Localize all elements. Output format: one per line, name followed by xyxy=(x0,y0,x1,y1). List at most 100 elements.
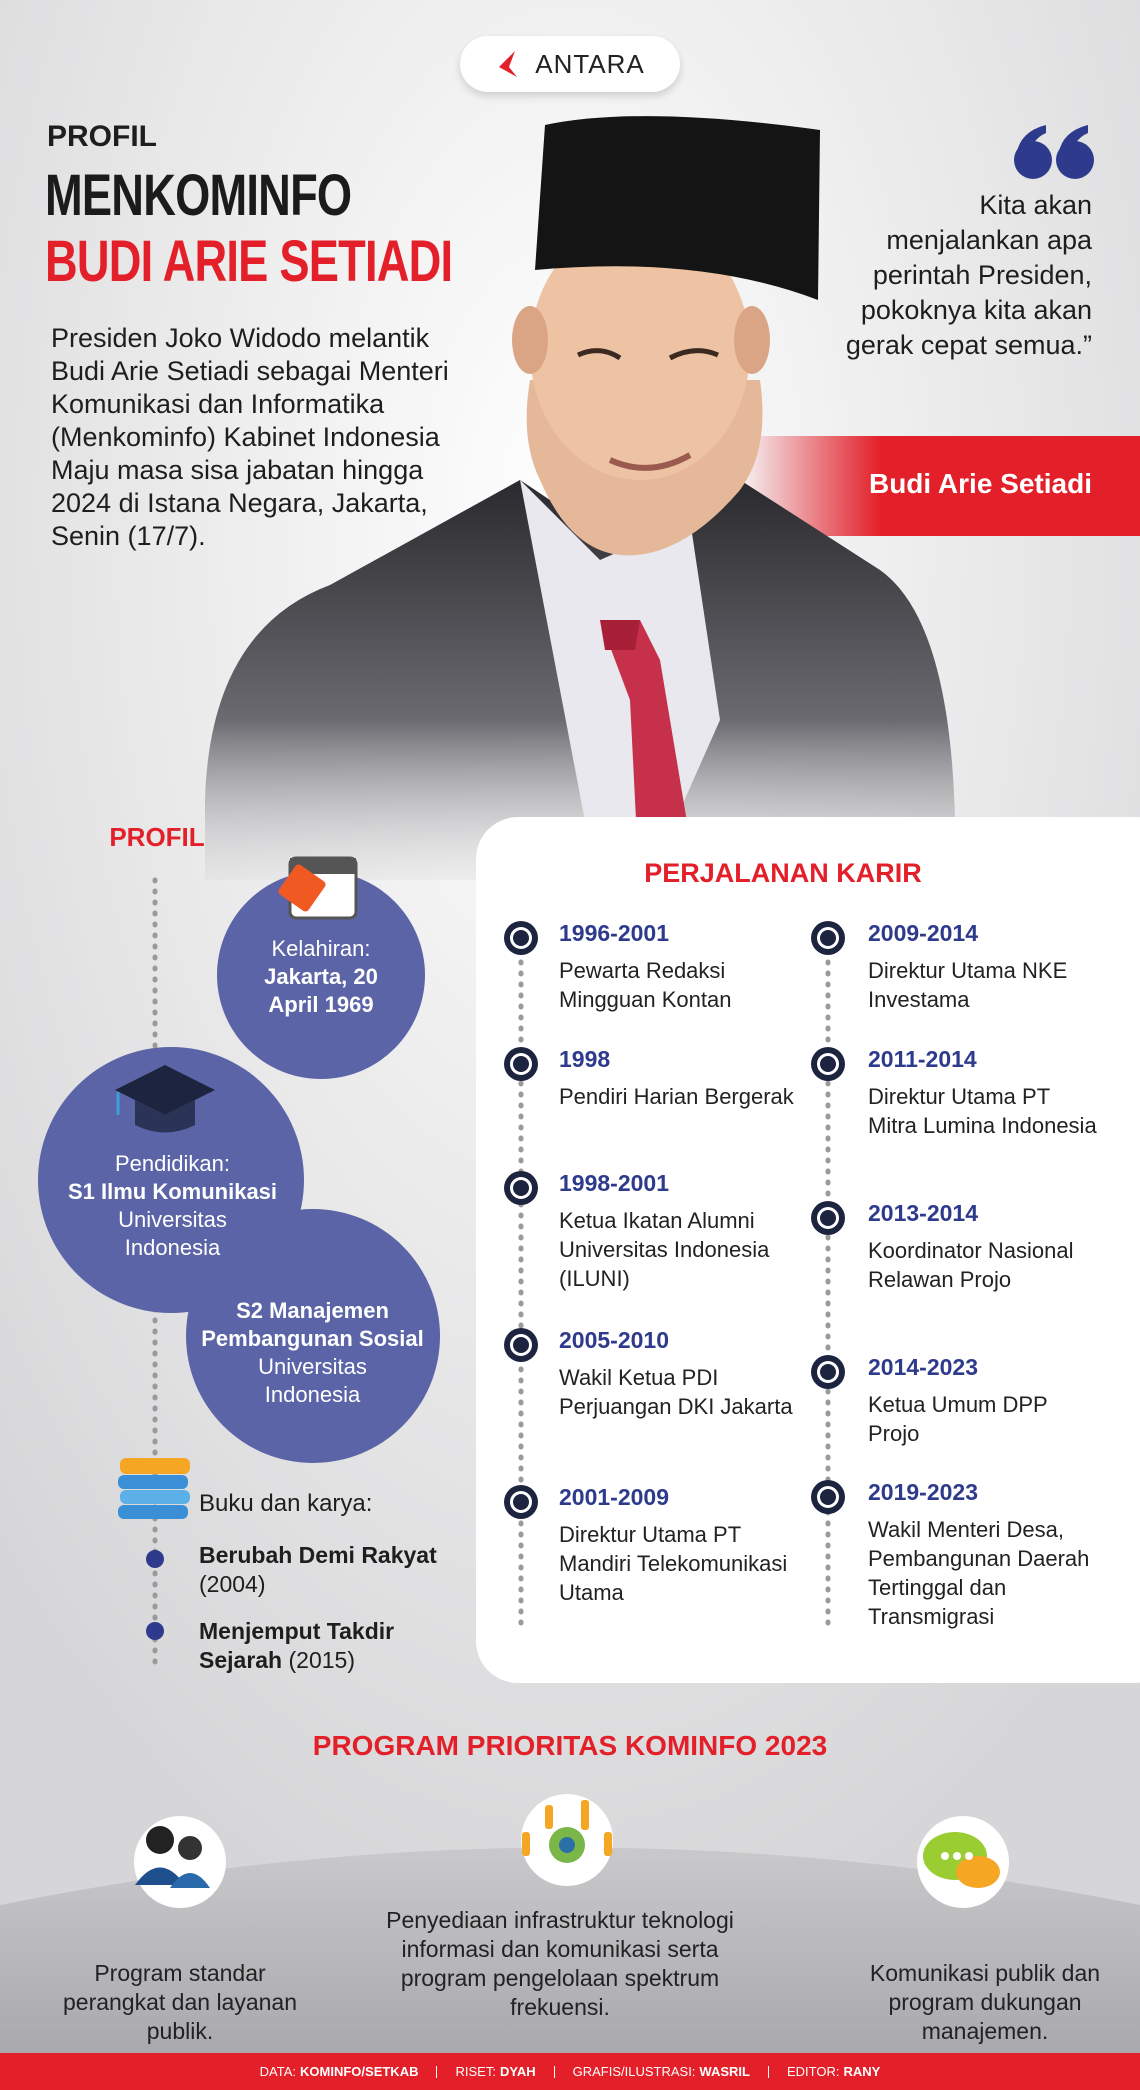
career-years: 2009-2014 xyxy=(868,920,978,946)
separator xyxy=(553,2065,555,2078)
credit-value: RANY xyxy=(843,2064,881,2079)
credit-label: DATA: xyxy=(259,2064,297,2079)
career-dots xyxy=(504,921,845,1519)
career-item: 2009-2014 Direktur Utama NKE Investama xyxy=(868,918,1103,1014)
career-role: Pewarta Redaksi Mingguan Kontan xyxy=(559,958,732,1012)
education: Pendidikan: S1 Ilmu Komunikasi Universit… xyxy=(50,1150,295,1262)
book: Berubah Demi Rakyat (2004) xyxy=(199,1541,439,1599)
birth-circle xyxy=(217,871,425,1079)
footer-credits: DATA: KOMINFO/SETKAB RISET: DYAH GRAFIS/IL… xyxy=(0,2053,1140,2090)
career-years: 2014-2023 xyxy=(868,1354,978,1380)
separator xyxy=(767,2065,769,2078)
bullet xyxy=(146,1622,164,1640)
education-school: Universitas Indonesia xyxy=(258,1354,367,1407)
education-degree: S1 Ilmu Komunikasi xyxy=(67,1179,278,1204)
career-dot xyxy=(811,921,845,955)
career-dot xyxy=(504,921,538,955)
career-dot xyxy=(811,1355,845,1389)
separator xyxy=(436,2065,438,2078)
footer-band xyxy=(0,2053,1140,2090)
career-role: Pendiri Harian Bergerak xyxy=(559,1084,794,1109)
career-dot xyxy=(504,1171,538,1205)
credit-value: KOMINFO/SETKAB xyxy=(300,2064,419,2079)
portrait-illustration xyxy=(205,116,955,900)
career-role: Direktur Utama NKE Investama xyxy=(868,958,1068,1012)
career-dot xyxy=(504,1328,538,1362)
dot-ring xyxy=(513,1494,529,1510)
program: Penyediaan infrastruktur teknologi infor… xyxy=(386,1907,734,2020)
education: S2 Manajemen Pembangunan Sosial Universi… xyxy=(195,1297,430,1409)
calendar-icon xyxy=(278,856,358,920)
credit-label: EDITOR: xyxy=(786,2064,840,2079)
career-years: 2019-2023 xyxy=(868,1479,978,1505)
credit-label: GRAFIS/ILUSTRASI: xyxy=(572,2064,696,2079)
dot-ring xyxy=(513,1056,529,1072)
book-year: (2015) xyxy=(288,1647,355,1673)
career-panel xyxy=(476,817,1140,1683)
books-heading: Buku dan karya: xyxy=(199,1490,373,1517)
logo-mark xyxy=(499,51,518,77)
career-role: Ketua Umum DPP Projo xyxy=(868,1392,1048,1446)
logo: ANTARA xyxy=(460,36,680,92)
career-item: 2005-2010 Wakil Ketua PDI Perjuangan DKI … xyxy=(559,1325,794,1421)
intro: Presiden Joko Widodo melantik Budi Arie … xyxy=(51,323,449,551)
quote-mark xyxy=(1014,125,1094,179)
program-arc xyxy=(0,1847,1140,2053)
career-dot xyxy=(811,1480,845,1514)
career-item: 1998 Pendiri Harian Bergerak xyxy=(559,1044,794,1111)
section-heading: PROFIL xyxy=(109,822,205,852)
career-years: 2011-2014 xyxy=(868,1046,977,1072)
logo-text: ANTARA xyxy=(535,48,645,79)
program-icons xyxy=(134,1794,1009,1908)
birth-label: Kelahiran: xyxy=(271,936,371,961)
career-years: 2001-2009 xyxy=(559,1484,669,1510)
career-dot xyxy=(811,1047,845,1081)
career-role: Wakil Menteri Desa, Pembangunan Daerah T… xyxy=(868,1517,1090,1629)
dot-ring xyxy=(513,1180,529,1196)
career-item: 1996-2001 Pewarta Redaksi Mingguan Kontan xyxy=(559,918,794,1014)
career-role: Koordinator Nasional Relawan Projo xyxy=(868,1238,1074,1292)
education-label: Pendidikan: xyxy=(115,1151,230,1176)
credit-label: RISET: xyxy=(455,2064,496,2079)
books-icon xyxy=(118,1458,190,1519)
career-item: 2013-2014 Koordinator Nasional Relawan Pr… xyxy=(868,1198,1103,1294)
career-item: 2001-2009 Direktur Utama PT Mandiri Telek… xyxy=(559,1482,794,1607)
education-degree: S2 Manajemen Pembangunan Sosial xyxy=(201,1298,424,1351)
dot-ring xyxy=(820,1210,836,1226)
section-heading: PROGRAM PRIORITAS KOMINFO 2023 xyxy=(312,1730,828,1761)
dot-ring xyxy=(513,930,529,946)
career-dot xyxy=(811,1201,845,1235)
program: Program standar perangkat dan layanan pu… xyxy=(62,1960,298,2044)
section-heading: PERJALANAN KARIR xyxy=(644,858,922,888)
dot-ring xyxy=(820,930,836,946)
career-dot xyxy=(504,1047,538,1081)
dot-ring xyxy=(513,1337,529,1353)
education-school: Universitas Indonesia xyxy=(118,1207,227,1260)
career-years: 1998-2001 xyxy=(559,1170,669,1196)
education-circle xyxy=(186,1209,440,1463)
career-years: 2013-2014 xyxy=(868,1200,978,1226)
credit-value: DYAH xyxy=(499,2064,536,2079)
speaker: Budi Arie Setiadi xyxy=(868,468,1092,499)
career-role: Direktur Utama PT Mandiri Telekomunikasi… xyxy=(559,1522,788,1605)
career-item: 2011-2014 Direktur Utama PT Mitra Lumina … xyxy=(868,1044,1103,1140)
career-role: Direktur Utama PT Mitra Lumina Indonesia xyxy=(868,1084,1097,1138)
dot-ring xyxy=(820,1364,836,1380)
dot-ring xyxy=(820,1056,836,1072)
kicker: PROFIL xyxy=(47,120,157,153)
graduation-icon xyxy=(115,1065,215,1133)
speaker-band xyxy=(740,436,1140,536)
title: BUDI ARIE SETIADI xyxy=(45,229,453,294)
credit-value: WASRIL xyxy=(699,2064,750,2079)
quote: Kita akan menjalankan apa perintah Presi… xyxy=(845,190,1092,360)
career-item: 1998-2001 Ketua Ikatan Alumni Universitas… xyxy=(559,1168,794,1293)
program: Komunikasi publik dan program dukungan m… xyxy=(869,1960,1101,2044)
career-years: 1998 xyxy=(559,1046,611,1072)
book-year: (2004) xyxy=(199,1571,266,1597)
birth-value: Jakarta, 20 April 1969 xyxy=(264,964,378,1017)
career-item: 2014-2023 Ketua Umum DPP Projo xyxy=(868,1352,1103,1448)
book: Menjemput Takdir Sejarah (2015) xyxy=(199,1617,439,1675)
bullet xyxy=(146,1550,164,1568)
